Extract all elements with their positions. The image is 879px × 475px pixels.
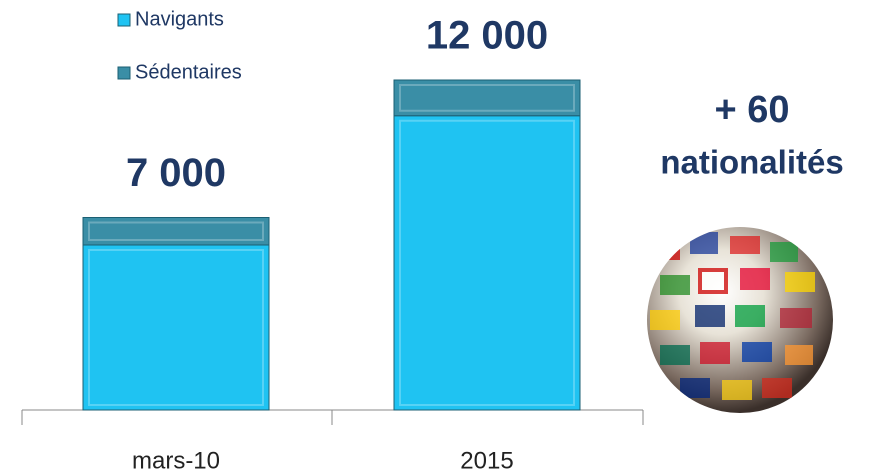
bar-segment	[393, 115, 581, 411]
bar-bevel	[399, 119, 575, 406]
annotation: nationalités	[660, 144, 843, 181]
total-label: 7 000	[126, 151, 226, 195]
legend-label: Navigants	[135, 8, 224, 30]
legend-label: Sédentaires	[135, 61, 242, 83]
legend-marker	[117, 66, 131, 80]
bar-bevel	[88, 249, 264, 406]
bar-bevel	[88, 221, 264, 241]
x-tick-label: 2015	[460, 447, 513, 474]
bar-segment	[82, 217, 270, 246]
bar-segment	[393, 79, 581, 117]
total-label: 12 000	[426, 14, 548, 58]
x-tick-label: mars-10	[132, 447, 220, 474]
globe	[647, 227, 833, 413]
annotation: + 60	[714, 89, 789, 131]
bar-bevel	[399, 84, 575, 112]
legend-marker	[117, 13, 131, 27]
bar-segment	[82, 244, 270, 411]
